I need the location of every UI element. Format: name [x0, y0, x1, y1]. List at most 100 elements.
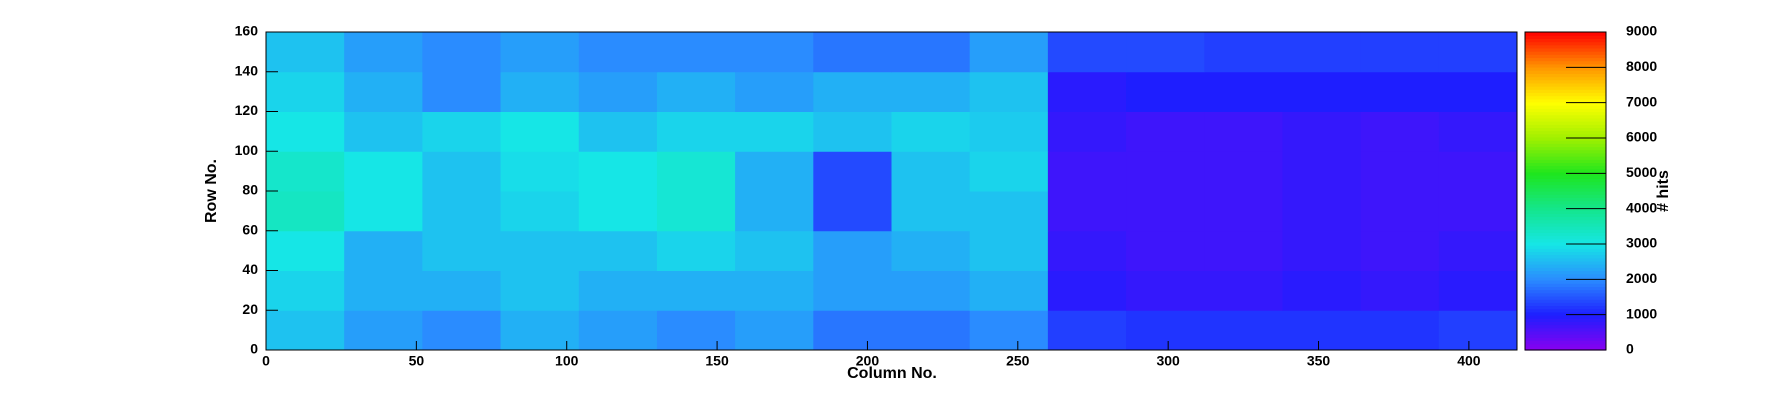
colorbar-tick-label: 1000 [1626, 305, 1657, 321]
colorbar-segment [1525, 175, 1606, 179]
heat-cell [500, 230, 580, 271]
colorbar-segment [1525, 340, 1606, 345]
heat-cell [1360, 230, 1440, 271]
heat-cell [656, 71, 736, 112]
colorbar-segment [1525, 127, 1606, 132]
heat-cell [500, 191, 580, 232]
colorbar-segment [1525, 245, 1606, 249]
heat-cell [1047, 111, 1127, 152]
heat-cell [891, 151, 971, 192]
heat-cell [344, 32, 423, 73]
heat-cell [1204, 111, 1283, 152]
colorbar-segment [1525, 302, 1606, 307]
colorbar-segment [1525, 280, 1606, 284]
colorbar-segment [1525, 346, 1606, 351]
heat-cell [422, 230, 502, 271]
heat-cell [1204, 32, 1283, 73]
colorbar-segment [1525, 47, 1606, 52]
heat-cell [1204, 310, 1283, 351]
heat-cell [1282, 310, 1362, 351]
heat-cell [1438, 230, 1518, 271]
heat-cell [344, 71, 423, 112]
colorbar-segment [1525, 343, 1606, 348]
colorbar-segment [1525, 286, 1606, 291]
heat-cell [969, 230, 1049, 271]
colorbar-segment [1525, 330, 1606, 335]
colorbar-segment [1525, 159, 1606, 163]
heat-cell [969, 191, 1049, 232]
colorbar-segment [1525, 251, 1606, 256]
heat-cell [344, 230, 423, 271]
colorbar-segment [1525, 136, 1606, 141]
heat-cell [1438, 270, 1518, 311]
colorbar-segment [1525, 238, 1606, 243]
heat-cell [969, 151, 1049, 192]
heat-cell [344, 151, 423, 192]
colorbar-segment [1525, 203, 1606, 208]
heat-cell [1282, 270, 1362, 311]
colorbar-segment [1525, 111, 1606, 116]
colorbar-segment [1525, 305, 1606, 310]
colorbar-tick-label: 2000 [1626, 270, 1657, 286]
colorbar-segment [1525, 165, 1606, 170]
y-tick-label: 80 [242, 182, 258, 198]
heat-cell [656, 191, 736, 232]
colorbar-segment [1525, 32, 1606, 36]
colorbar-segment [1525, 187, 1606, 192]
heat-cell [1047, 191, 1127, 232]
heat-cell [1126, 32, 1205, 73]
colorbar-segment [1525, 292, 1606, 297]
heat-cell [1360, 111, 1440, 152]
heat-cell [1438, 151, 1518, 192]
heat-cell [422, 32, 502, 73]
colorbar-segment [1525, 197, 1606, 202]
colorbar-segment [1525, 216, 1606, 221]
heat-cell [1204, 270, 1283, 311]
colorbar-tick-label: 0 [1626, 341, 1634, 357]
colorbar-segment [1525, 133, 1606, 138]
colorbar-segment [1525, 229, 1606, 233]
heat-cell [344, 270, 423, 311]
colorbar-segment [1525, 82, 1606, 87]
colorbar-segment [1525, 63, 1606, 68]
colorbar-segment [1525, 311, 1606, 316]
heat-cell [266, 191, 345, 232]
colorbar-segment [1525, 146, 1606, 151]
colorbar-segment [1525, 89, 1606, 94]
heat-cell [969, 270, 1049, 311]
colorbar-segment [1525, 270, 1606, 275]
colorbar-segment [1525, 210, 1606, 214]
heat-cell [578, 230, 658, 271]
colorbar-segment [1525, 95, 1606, 100]
heat-cell [1047, 310, 1127, 351]
colorbar-segment [1525, 248, 1606, 253]
colorbar-segment [1525, 232, 1606, 237]
colorbar-tick-label: 3000 [1626, 235, 1657, 251]
heat-cell [735, 71, 814, 112]
colorbar-segment [1525, 73, 1606, 78]
colorbar-segment [1525, 79, 1606, 84]
colorbar-frame [1524, 31, 1607, 351]
colorbar-segment [1525, 334, 1606, 338]
heat-cell [969, 71, 1049, 112]
heat-cell [1438, 111, 1518, 152]
colorbar-segment [1525, 140, 1606, 144]
x-tick-label: 400 [1457, 353, 1481, 369]
heat-cell [813, 151, 892, 192]
heat-cell [1360, 151, 1440, 192]
colorbar-segment [1525, 241, 1606, 246]
heat-cell [422, 270, 502, 311]
heat-cell [422, 151, 502, 192]
colorbar-segment [1525, 117, 1606, 122]
colorbar-segment [1525, 315, 1606, 319]
heat-cell [500, 111, 580, 152]
heat-cell [1282, 71, 1362, 112]
heat-cell [500, 151, 580, 192]
heat-cell [656, 310, 736, 351]
y-tick-label: 60 [242, 221, 258, 237]
colorbar-segment [1525, 70, 1606, 74]
heat-cell [1438, 191, 1518, 232]
colorbar-segment [1525, 121, 1606, 125]
heat-cell [1360, 191, 1440, 232]
heat-cell [266, 230, 345, 271]
